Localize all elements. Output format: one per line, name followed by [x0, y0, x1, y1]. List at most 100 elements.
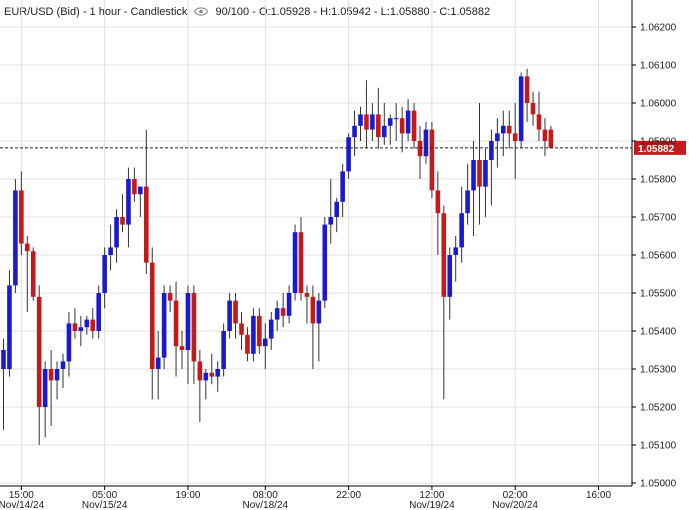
candle-body-down — [304, 293, 310, 297]
candle-body-up — [84, 319, 90, 328]
candle-body-up — [501, 125, 506, 134]
x-tick-date: Nov/15/24 — [82, 500, 128, 510]
candle-body-up — [203, 372, 209, 381]
candle-body-up — [453, 247, 458, 255]
candle-body-up — [518, 76, 524, 141]
quality-score: 90/100 — [215, 6, 250, 18]
candle-body-up — [7, 285, 12, 369]
candle-body-up — [215, 369, 220, 377]
candle-body-up — [334, 201, 339, 217]
y-tick-label: 1.05500 — [640, 289, 677, 300]
y-tick-label: 1.06100 — [640, 61, 677, 72]
candle-body-down — [30, 251, 36, 297]
candle-body-down — [441, 213, 447, 297]
x-tick-time: 02:00 — [503, 490, 528, 501]
candle-body-down — [191, 293, 197, 362]
candle-body-up — [352, 125, 357, 138]
candle-body-up — [286, 293, 292, 316]
candle-body-up — [471, 160, 476, 191]
x-tick-time: 16:00 — [586, 490, 611, 501]
candle-body-up — [96, 293, 101, 331]
candle-body-down — [144, 186, 149, 263]
candle-body-down — [435, 190, 441, 214]
candle-body-down — [179, 346, 185, 350]
x-tick-date: Nov/20/24 — [492, 500, 538, 510]
x-tick-time: 05:00 — [92, 490, 117, 501]
candle-body-up — [1, 350, 6, 369]
current-price-label: 1.05882 — [638, 144, 675, 155]
candle-body-up — [489, 141, 494, 160]
candle-layer — [1, 68, 554, 445]
y-tick-label: 1.05300 — [640, 365, 677, 376]
y-tick-label: 1.05600 — [640, 251, 677, 262]
candle-body-up — [114, 217, 119, 248]
candle-body-down — [239, 323, 244, 335]
x-tick-time: 15:00 — [9, 490, 34, 501]
candle-body-up — [13, 190, 18, 286]
eye-icon[interactable] — [194, 6, 209, 18]
x-tick-time: 22:00 — [336, 490, 361, 501]
x-tick-time: 19:00 — [175, 490, 200, 501]
current-price-tag — [634, 140, 686, 155]
y-tick-label: 1.05000 — [640, 479, 677, 490]
candle-body-up — [60, 361, 66, 369]
candle-body-up — [465, 190, 470, 214]
y-tick-label: 1.05800 — [640, 175, 677, 186]
candle-body-down — [36, 296, 42, 407]
candle-body-up — [358, 114, 363, 126]
candle-body-up — [274, 308, 280, 320]
candle-body-down — [542, 129, 548, 141]
candle-body-up — [263, 338, 268, 347]
candle-body-down — [90, 319, 96, 331]
x-tick-date: Nov/14/24 — [0, 500, 45, 510]
candle-body-down — [149, 262, 155, 369]
x-tick-date: Nov/18/24 — [243, 500, 289, 510]
candle-body-down — [167, 293, 173, 301]
candle-body-down — [429, 129, 435, 191]
candle-body-up — [54, 369, 60, 381]
candle-body-down — [245, 334, 250, 354]
candle-body-up — [292, 232, 298, 293]
candle-body-up — [382, 125, 387, 138]
candle-body-up — [316, 300, 322, 324]
candle-body-down — [132, 179, 137, 195]
candle-body-up — [393, 118, 399, 120]
candle-body-up — [251, 315, 256, 354]
candle-body-up — [483, 160, 488, 187]
overlay-layer: 1.05882 — [0, 140, 686, 155]
y-tick-label: 1.05400 — [640, 327, 677, 338]
candle-body-up — [328, 217, 334, 225]
y-tick-label: 1.05100 — [640, 441, 677, 452]
y-tick-label: 1.05700 — [640, 213, 677, 224]
candle-body-up — [227, 300, 232, 331]
candle-body-down — [19, 190, 24, 244]
candle-body-down — [536, 114, 542, 130]
grid-layer — [0, 0, 632, 486]
candle-body-up — [495, 133, 500, 141]
x-tick-time: 08:00 — [253, 490, 278, 501]
y-tick-label: 1.05900 — [640, 137, 677, 148]
candle-body-up — [138, 186, 143, 195]
candle-body-up — [161, 293, 167, 358]
candle-body-down — [477, 160, 482, 187]
candle-body-up — [268, 319, 274, 339]
candle-body-up — [126, 179, 131, 225]
candle-body-up — [447, 255, 453, 297]
candle-body-down — [411, 110, 417, 141]
candle-body-down — [512, 133, 518, 141]
candle-body-up — [185, 293, 191, 350]
candle-body-down — [417, 141, 423, 157]
candle-body-down — [364, 114, 369, 130]
candle-body-up — [340, 171, 345, 202]
candle-body-up — [155, 357, 161, 369]
candle-body-down — [399, 118, 405, 134]
candle-body-down — [173, 300, 179, 347]
candle-body-down — [257, 315, 262, 347]
x-tick-date: Nov/19/24 — [409, 500, 455, 510]
candle-body-down — [376, 114, 381, 138]
symbol-title: EUR/USD (Bid) - 1 hour - Candlestick — [4, 6, 188, 18]
candle-body-down — [506, 125, 512, 134]
candle-body-down — [120, 217, 125, 225]
